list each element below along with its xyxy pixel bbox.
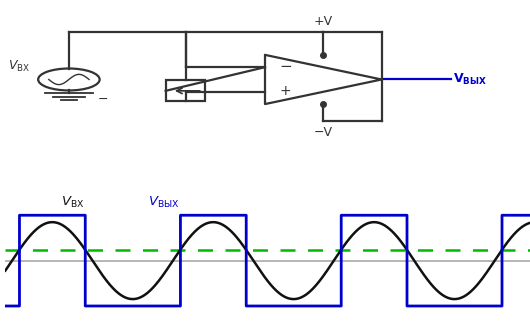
Text: −V: −V [314, 126, 333, 139]
Text: −: − [280, 59, 293, 74]
Text: $\mathbf{V}_{\mathbf{ВЫХ}}$: $\mathbf{V}_{\mathbf{ВЫХ}}$ [453, 72, 487, 87]
Text: $V_{\mathrm{ВХ}}$: $V_{\mathrm{ВХ}}$ [61, 195, 84, 210]
Text: −: − [98, 93, 109, 106]
Text: +V: +V [314, 15, 333, 29]
Text: $V_{\mathrm{ВХ}}$: $V_{\mathrm{ВХ}}$ [8, 59, 30, 74]
Text: +: + [280, 84, 292, 98]
Text: $V_{\mathrm{ВЫХ}}$: $V_{\mathrm{ВЫХ}}$ [148, 195, 180, 210]
Bar [165, 80, 206, 101]
